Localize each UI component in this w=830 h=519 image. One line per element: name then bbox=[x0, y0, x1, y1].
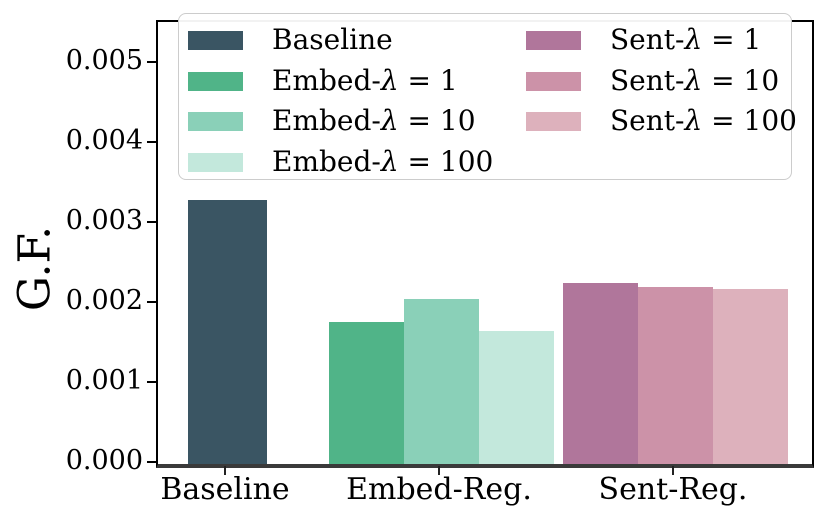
legend-label-embed-10: Embed-λ = 10 bbox=[272, 104, 476, 138]
y-tick-mark bbox=[147, 141, 156, 144]
legend-label-embed-100: Embed-λ = 100 bbox=[272, 145, 494, 179]
bar-embed-100 bbox=[478, 331, 554, 464]
y-tick-mark bbox=[147, 61, 156, 64]
x-tick-label-sent-reg: Sent-Reg. bbox=[598, 472, 748, 507]
y-tick-label: 0.002 bbox=[65, 285, 143, 317]
legend-swatch-sent-100 bbox=[526, 112, 581, 132]
bar-sent-10 bbox=[637, 286, 713, 464]
y-tick-mark bbox=[147, 301, 156, 304]
bar-sent-1 bbox=[562, 283, 638, 464]
legend-label-embed-1: Embed-λ = 1 bbox=[272, 63, 458, 97]
bar-embed-1 bbox=[328, 321, 404, 464]
bar-embed-10 bbox=[403, 298, 479, 464]
legend-label-sent-100: Sent-λ = 100 bbox=[610, 104, 797, 138]
legend-swatch-sent-10 bbox=[526, 71, 581, 91]
legend: Baseline Embed-λ = 1 Embed-λ = 10 Embed-λ =… bbox=[178, 13, 797, 180]
y-tick-label: 0.005 bbox=[65, 45, 143, 77]
y-tick-label: 0.004 bbox=[65, 125, 143, 157]
y-tick-mark bbox=[147, 221, 156, 224]
x-tick-mark bbox=[224, 466, 226, 475]
y-tick-label: 0.001 bbox=[65, 365, 143, 397]
x-tick-mark bbox=[438, 466, 440, 475]
legend-swatch-embed-1 bbox=[188, 71, 243, 91]
y-tick-mark bbox=[147, 461, 156, 463]
legend-label-sent-10: Sent-λ = 10 bbox=[610, 63, 780, 97]
legend-label-baseline: Baseline bbox=[272, 23, 393, 56]
legend-swatch-baseline bbox=[188, 31, 243, 50]
legend-swatch-embed-100 bbox=[188, 153, 243, 173]
x-tick-label-embed-reg: Embed-Reg. bbox=[346, 472, 532, 507]
legend-swatch-embed-10 bbox=[188, 112, 243, 132]
bar-sent-100 bbox=[712, 289, 788, 464]
legend-swatch-sent-1 bbox=[526, 31, 581, 50]
x-tick-label-baseline: Baseline bbox=[160, 472, 290, 507]
legend-label-sent-1: Sent-λ = 1 bbox=[610, 23, 762, 56]
y-tick-label: 0.000 bbox=[65, 445, 143, 476]
bar-baseline bbox=[187, 200, 267, 464]
y-tick-label: 0.003 bbox=[65, 205, 143, 237]
y-axis-label: G.F. bbox=[9, 225, 61, 312]
x-tick-mark bbox=[672, 466, 674, 475]
y-tick-mark bbox=[147, 381, 156, 384]
